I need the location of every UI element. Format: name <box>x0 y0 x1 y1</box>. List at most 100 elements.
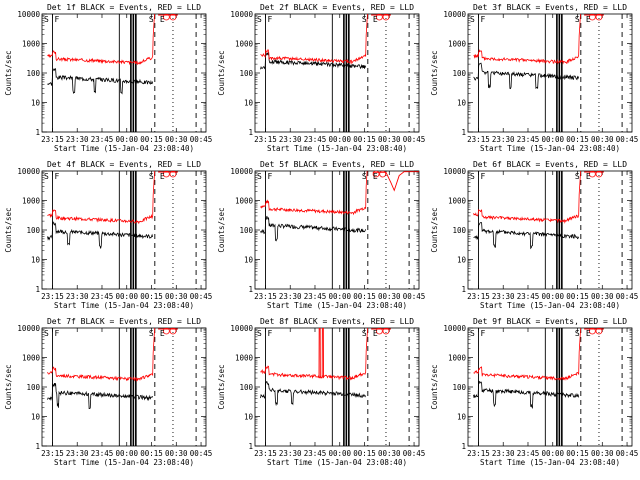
x-tick-label: 00:15 <box>353 135 376 144</box>
plot-frame <box>254 327 420 447</box>
lld-overflow-mark <box>382 14 390 21</box>
x-tick-label: 23:30 <box>66 135 89 144</box>
x-tick-label: 23:30 <box>66 292 89 301</box>
x-tick-label: 23:45 <box>304 135 327 144</box>
lld-spike <box>318 328 321 379</box>
y-tick-label: 1000 <box>235 354 254 363</box>
x-tick-label: 23:45 <box>517 135 540 144</box>
marker-s: S <box>257 172 262 181</box>
x-tick-label: 23:30 <box>279 135 302 144</box>
marker-e: E <box>160 15 165 24</box>
lld-overflow-mark <box>595 328 603 335</box>
events-series-line <box>473 62 580 90</box>
detector-panel-1: Det 1f BLACK = Events, RED = LLD 1 10 100 10… <box>4 3 212 153</box>
detector-panel-8: Det 8f BLACK = Events, RED = LLD 1 10 100 10… <box>217 317 426 467</box>
marker-s: S <box>362 172 367 181</box>
y-tick-label: 10 <box>457 413 467 422</box>
events-series-line <box>473 221 580 250</box>
x-tick-label: 00:00 <box>328 135 351 144</box>
x-tick-label: 00:30 <box>378 135 401 144</box>
events-series-line <box>47 68 154 95</box>
y-tick-label: 1 <box>35 128 40 137</box>
x-tick-label: 00:45 <box>190 449 213 458</box>
lld-overflow-mark <box>375 328 383 335</box>
lld-overflow-mark <box>162 14 170 21</box>
x-tick-label: 23:30 <box>279 292 302 301</box>
x-tick-label: 00:15 <box>353 292 376 301</box>
x-tick-label: 00:30 <box>165 449 188 458</box>
y-tick-label: 1 <box>461 128 466 137</box>
lld-series-line <box>473 14 581 65</box>
detector-panel-7: Det 7f BLACK = Events, RED = LLD 1 10 100 10… <box>4 317 213 467</box>
detector-panel-6: Det 6f BLACK = Events, RED = LLD 1 10 100 10… <box>430 160 638 310</box>
x-tick-label: 23:15 <box>41 292 64 301</box>
marker-f: F <box>480 172 485 181</box>
x-tick-label: 23:15 <box>467 292 490 301</box>
y-tick-label: 1000 <box>22 197 41 206</box>
x-tick-label: 23:15 <box>41 449 64 458</box>
marker-s: S <box>362 15 367 24</box>
y-tick-label: 10000 <box>443 167 466 176</box>
x-tick-label: 00:15 <box>566 135 589 144</box>
marker-e: E <box>373 329 378 338</box>
x-tick-label: 23:30 <box>66 449 89 458</box>
y-tick-label: 1 <box>35 285 40 294</box>
y-tick-label: 100 <box>452 226 466 235</box>
x-tick-label: 23:15 <box>467 449 490 458</box>
y-tick-label: 100 <box>26 383 40 392</box>
lld-overflow-mark <box>372 171 380 178</box>
lld-series-line <box>260 328 369 381</box>
plot-frame <box>41 13 207 133</box>
marker-f: F <box>480 15 485 24</box>
x-tick-label: 00:45 <box>403 449 426 458</box>
y-axis-label: Counts/sec <box>4 364 13 409</box>
y-tick-label: 100 <box>239 383 253 392</box>
x-tick-label: 23:45 <box>517 292 540 301</box>
lld-overflow-mark <box>595 171 603 178</box>
x-tick-label: 23:30 <box>492 449 515 458</box>
x-axis-label: Start Time (15-Jan-04 23:08:40) <box>267 301 407 310</box>
lld-overflow-mark <box>162 171 170 178</box>
y-tick-label: 1 <box>461 442 466 451</box>
marker-s: S <box>362 329 367 338</box>
x-tick-label: 00:00 <box>115 292 138 301</box>
marker-s: S <box>575 15 580 24</box>
marker-f: F <box>267 329 272 338</box>
y-tick-label: 10 <box>244 99 254 108</box>
lld-overflow-mark <box>382 328 390 335</box>
x-tick-label: 23:45 <box>517 449 540 458</box>
y-tick-label: 1000 <box>448 197 467 206</box>
lld-overflow-mark <box>169 328 177 335</box>
x-axis-label: Start Time (15-Jan-04 23:08:40) <box>267 458 407 467</box>
y-tick-label: 10000 <box>230 324 253 333</box>
x-tick-label: 00:45 <box>403 135 426 144</box>
y-tick-label: 10000 <box>17 324 40 333</box>
detector-panel-4: Det 4f BLACK = Events, RED = LLD 1 10 100 10… <box>4 160 212 310</box>
marker-e: E <box>373 15 378 24</box>
x-tick-label: 00:00 <box>115 135 138 144</box>
y-tick-label: 100 <box>26 69 40 78</box>
lld-overflow-mark <box>162 328 170 335</box>
marker-s: S <box>149 172 154 181</box>
x-tick-label: 23:15 <box>41 135 64 144</box>
panel-title: Det 9f BLACK = Events, RED = LLD <box>473 317 627 326</box>
y-tick-label: 10 <box>244 256 254 265</box>
x-tick-label: 00:00 <box>541 135 564 144</box>
marker-e: E <box>586 329 591 338</box>
marker-e: E <box>586 15 591 24</box>
x-tick-label: 00:15 <box>566 449 589 458</box>
plot-frame <box>254 13 420 133</box>
lld-overflow-mark <box>588 328 596 335</box>
x-tick-label: 00:45 <box>616 449 639 458</box>
y-tick-label: 1000 <box>22 354 41 363</box>
y-axis-label: Counts/sec <box>430 364 439 409</box>
y-tick-label: 10 <box>457 256 467 265</box>
marker-s: S <box>575 172 580 181</box>
x-tick-label: 00:45 <box>403 292 426 301</box>
lld-series-line <box>473 171 582 224</box>
x-tick-label: 23:30 <box>492 292 515 301</box>
x-tick-label: 23:45 <box>304 449 327 458</box>
y-tick-label: 10000 <box>230 10 253 19</box>
lld-overflow-mark <box>595 14 603 21</box>
